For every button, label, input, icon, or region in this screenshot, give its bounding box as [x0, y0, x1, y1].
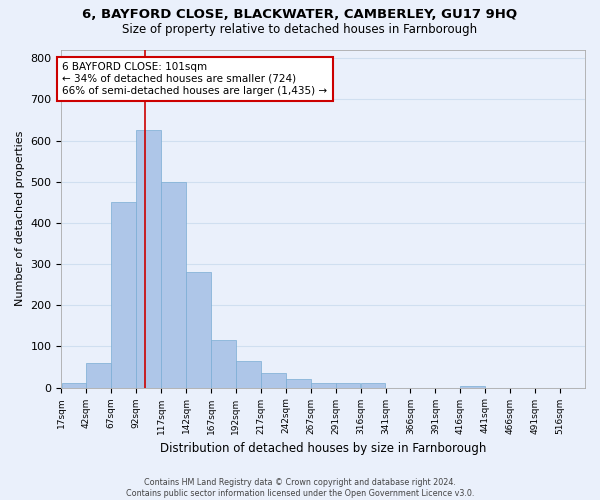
- Bar: [311, 384, 335, 388]
- Bar: [62, 384, 86, 388]
- Bar: [112, 202, 136, 388]
- Bar: [86, 363, 111, 388]
- Text: Size of property relative to detached houses in Farnborough: Size of property relative to detached ho…: [122, 22, 478, 36]
- Bar: [161, 182, 186, 388]
- Bar: [460, 386, 485, 388]
- Bar: [361, 384, 385, 388]
- Y-axis label: Number of detached properties: Number of detached properties: [15, 131, 25, 306]
- Text: Contains HM Land Registry data © Crown copyright and database right 2024.
Contai: Contains HM Land Registry data © Crown c…: [126, 478, 474, 498]
- Bar: [186, 272, 211, 388]
- Bar: [261, 373, 286, 388]
- Bar: [211, 340, 236, 388]
- Bar: [136, 130, 161, 388]
- Text: 6, BAYFORD CLOSE, BLACKWATER, CAMBERLEY, GU17 9HQ: 6, BAYFORD CLOSE, BLACKWATER, CAMBERLEY,…: [82, 8, 518, 20]
- Text: 6 BAYFORD CLOSE: 101sqm
← 34% of detached houses are smaller (724)
66% of semi-d: 6 BAYFORD CLOSE: 101sqm ← 34% of detache…: [62, 62, 328, 96]
- Bar: [286, 380, 311, 388]
- Bar: [236, 361, 261, 388]
- Bar: [336, 384, 361, 388]
- X-axis label: Distribution of detached houses by size in Farnborough: Distribution of detached houses by size …: [160, 442, 487, 455]
